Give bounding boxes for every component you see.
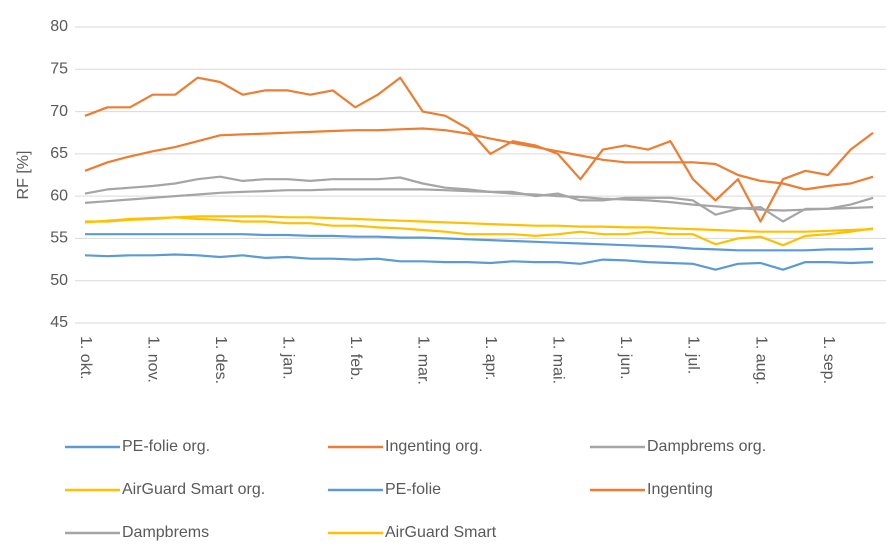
series-line xyxy=(84,188,874,212)
x-tick-label: 1. mai. xyxy=(550,336,567,384)
legend-label: AirGuard Smart xyxy=(385,524,497,541)
x-tick-label: 1. jan. xyxy=(279,336,296,380)
x-tick-label: 1. okt. xyxy=(77,336,94,380)
x-tick-label: 1. sep. xyxy=(820,336,837,384)
y-tick-label: 70 xyxy=(50,103,68,120)
legend-label: Ingenting org. xyxy=(385,438,483,455)
legend-label: AirGuard Smart org. xyxy=(122,481,265,498)
x-tick-label: 1. mar. xyxy=(415,336,432,385)
series-line xyxy=(84,253,874,271)
legend-label: PE-folie xyxy=(385,481,441,498)
legend-label: PE-folie org. xyxy=(122,438,210,455)
legend-label: Dampbrems org. xyxy=(647,438,766,455)
x-tick-label: 1. aug. xyxy=(752,336,769,385)
x-tick-label: 1. jun. xyxy=(617,336,634,380)
y-tick-label: 55 xyxy=(50,230,68,247)
x-tick-label: 1. des. xyxy=(212,336,229,384)
y-axis-label: RF [%] xyxy=(15,151,32,200)
x-tick-label: 1. jul. xyxy=(685,336,702,374)
y-tick-label: 50 xyxy=(50,272,68,289)
legend-label: Ingenting xyxy=(647,481,713,498)
y-tick-label: 80 xyxy=(50,18,68,35)
series-line xyxy=(84,76,874,223)
legend-label: Dampbrems xyxy=(122,524,209,541)
y-tick-label: 75 xyxy=(50,61,68,78)
y-tick-label: 60 xyxy=(50,187,68,204)
series-line xyxy=(84,175,874,223)
y-tick-label: 45 xyxy=(50,314,68,331)
x-tick-label: 1. apr. xyxy=(482,336,499,380)
series-line xyxy=(84,127,874,191)
x-tick-label: 1. nov. xyxy=(144,336,161,383)
series-line xyxy=(84,215,874,233)
y-tick-label: 65 xyxy=(50,145,68,162)
series-line xyxy=(85,216,874,247)
x-tick-label: 1. feb. xyxy=(347,336,364,380)
series-line xyxy=(85,233,874,252)
